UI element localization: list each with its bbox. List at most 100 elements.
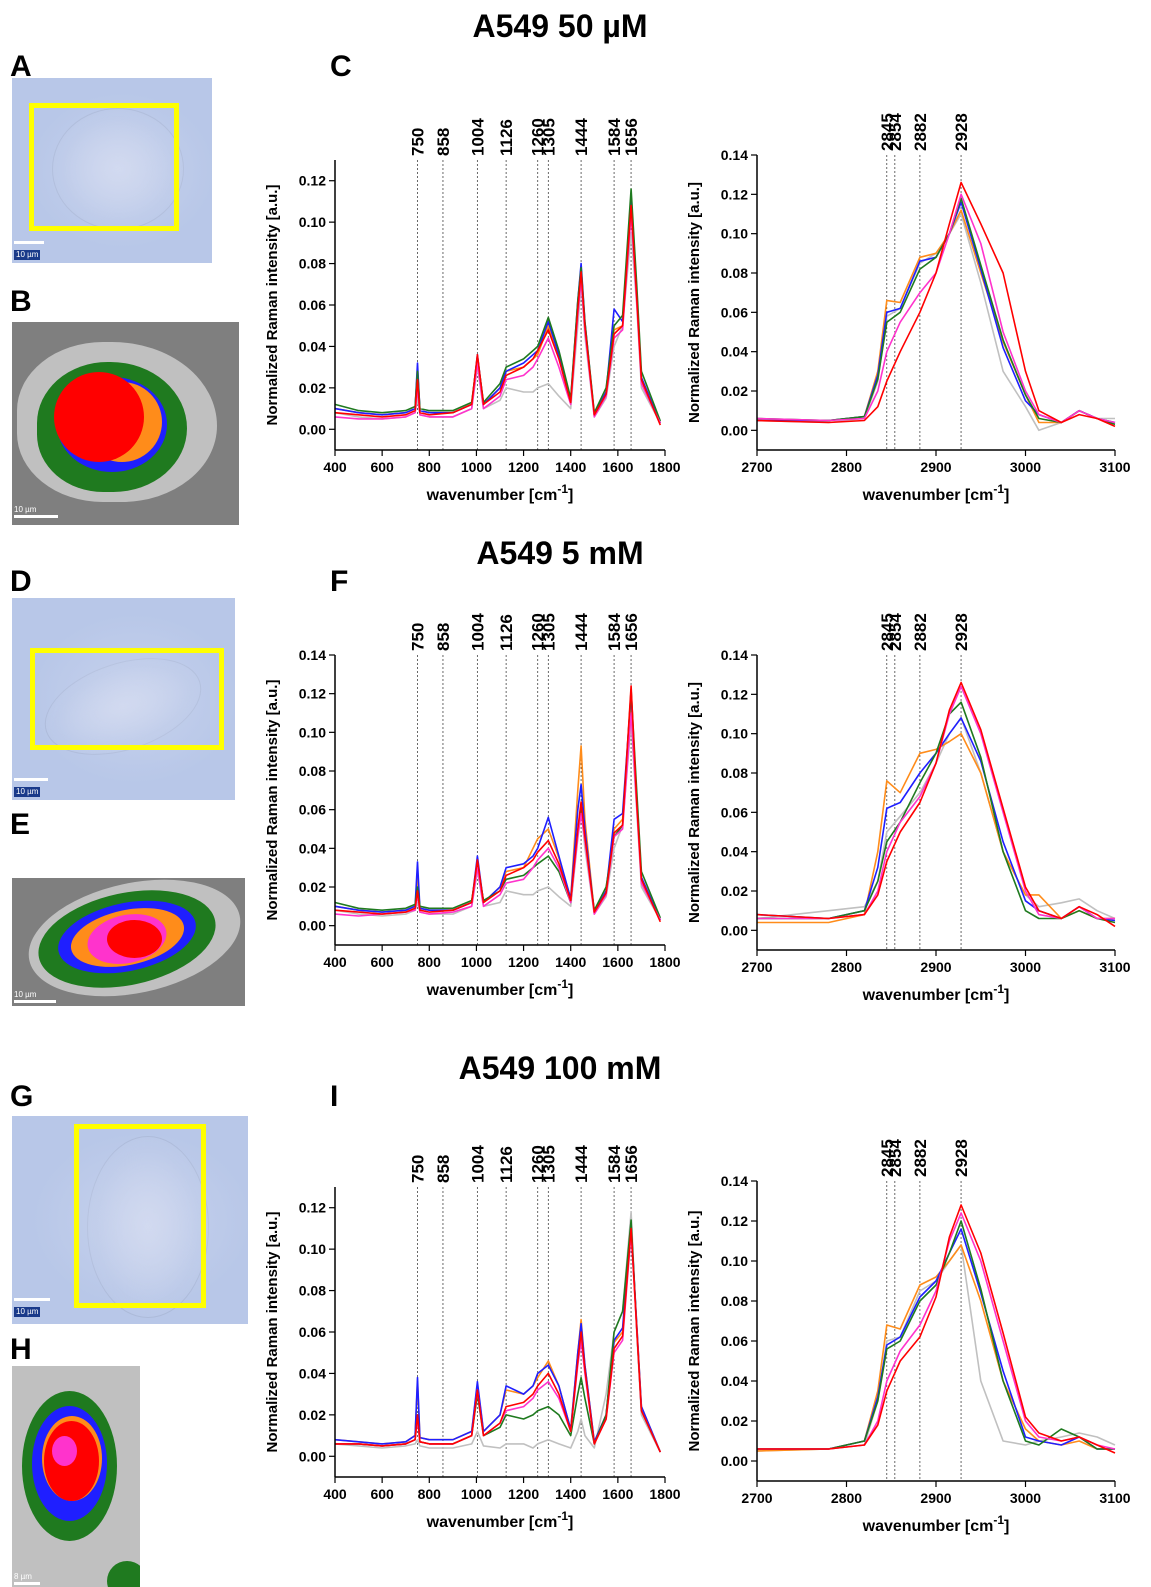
y-tick-label: 0.08 [721,265,748,281]
spectrum-line [334,702,662,921]
y-tick-label: 0.04 [721,844,748,860]
y-tick-label: 0.02 [299,879,326,895]
x-tick-label: 1800 [649,1486,680,1502]
microscopy-image-a: 10 µm [12,78,212,263]
y-tick-label: 0.12 [299,1200,326,1216]
spectrum-line [757,1204,1116,1454]
y-tick-label: 0.10 [299,1241,326,1257]
y-tick-label: 0.12 [721,186,748,202]
peak-label: 1004 [468,613,487,651]
peak-label: 2928 [952,613,971,651]
peak-label: 2882 [911,613,930,651]
spectrum-line [334,1223,662,1453]
peak-label: 1126 [497,1146,516,1183]
title-5mM: A549 5 mM [476,535,644,571]
microscopy-image-g: 10 µm [12,1116,248,1324]
x-tick-label: 600 [370,954,394,970]
panel-label-a: A [10,50,32,83]
spectrum-line [757,701,1116,924]
scale-bar: 10 µm [14,505,58,518]
peak-label: 1444 [572,118,591,156]
x-tick-label: 2900 [920,459,951,475]
cluster-map-e: 10 µm [12,878,245,1006]
peak-label: 750 [409,623,428,651]
y-tick-label: 0.02 [721,883,748,899]
panel-label-i: I [330,1080,339,1113]
x-tick-label: 1400 [555,459,586,475]
spectrum-line [334,685,662,923]
spectrum-line [334,231,662,424]
peak-label: 1656 [622,1145,641,1183]
peak-label: 1584 [605,118,624,156]
x-tick-label: 3100 [1099,1490,1130,1506]
spectrum-line [756,681,1116,928]
peak-label: 2854 [886,1139,905,1177]
peak-label: 750 [409,128,428,156]
peak-label: 2854 [886,113,905,151]
y-tick-label: 0.08 [721,765,748,781]
peak-label: 2854 [886,613,905,651]
x-tick-label: 3000 [1010,1490,1041,1506]
x-tick-label: 3100 [1099,959,1130,975]
peak-label: 2845 [878,613,897,651]
peak-label: 1584 [605,613,624,651]
peak-label: 2845 [878,113,897,151]
peak-label: 1004 [468,118,487,156]
x-tick-label: 2800 [831,459,862,475]
peak-label: 1126 [497,119,516,156]
y-tick-label: 0.10 [299,214,326,230]
scale-bar-label: 10 µm [14,250,41,260]
y-tick-label: 0.08 [721,1293,748,1309]
spectrum-line [757,1212,1116,1450]
y-tick-label: 0.06 [721,304,748,320]
y-tick-label: 0.08 [299,763,326,779]
roi-rectangle [74,1124,206,1308]
y-tick-label: 0.14 [299,647,326,663]
spectrum-line [757,685,1115,920]
y-axis-label: Normalized Raman intensity [a.u.] [686,682,703,923]
x-tick-label: 2900 [920,959,951,975]
x-tick-label: 2800 [831,1490,862,1506]
x-tick-label: 2700 [741,459,772,475]
y-tick-label: 0.00 [299,421,326,437]
y-tick-label: 0.04 [721,344,748,360]
x-axis-label: wavenumber [cm-1] [862,482,1010,504]
x-tick-label: 1800 [649,954,680,970]
spectrum-line [756,1244,1115,1452]
x-tick-label: 1000 [461,954,492,970]
spectrum-line [334,689,662,919]
y-tick-label: 0.02 [299,380,326,396]
x-tick-label: 1400 [555,954,586,970]
scale-bar-label: 10 µm [14,990,37,999]
roi-rectangle [30,648,224,750]
y-tick-label: 0.06 [299,1324,326,1340]
title-50uM: A549 50 µM [472,8,648,44]
x-tick-label: 3100 [1099,459,1130,475]
peak-label: 1126 [497,614,516,651]
spectrum-line [756,193,1116,424]
y-tick-label: 0.04 [299,840,326,856]
y-tick-label: 0.08 [299,256,326,272]
spectrum-line [756,213,1115,432]
peak-label: 750 [409,1155,428,1183]
spectrum-line [335,1227,662,1453]
spectrum-line [757,1220,1115,1450]
x-tick-label: 400 [323,954,347,970]
y-tick-label: 0.04 [299,338,326,354]
y-tick-label: 0.12 [299,686,326,702]
spectrum-line [334,721,661,921]
y-axis-label: Normalized Raman intensity [a.u.] [686,182,703,423]
spectrum-line [334,1227,662,1453]
y-tick-label: 0.10 [721,1253,748,1269]
peak-label: 1260 [529,1145,548,1183]
y-tick-label: 0.06 [721,1333,748,1349]
spectrum-line [756,717,1116,920]
y-tick-label: 0.12 [721,686,748,702]
peak-label: 858 [434,623,453,651]
peak-label: 2928 [952,113,971,151]
peak-label: 1584 [605,1145,624,1183]
peak-label: 1444 [572,613,591,651]
